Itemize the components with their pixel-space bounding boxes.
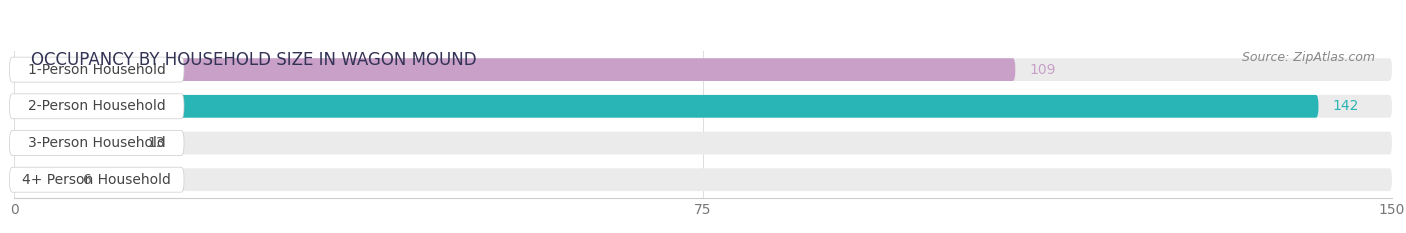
FancyBboxPatch shape: [14, 95, 1319, 118]
FancyBboxPatch shape: [10, 57, 184, 82]
FancyBboxPatch shape: [14, 58, 1392, 81]
Text: 109: 109: [1029, 63, 1056, 77]
Text: 4+ Person Household: 4+ Person Household: [22, 173, 172, 187]
FancyBboxPatch shape: [14, 132, 134, 154]
FancyBboxPatch shape: [14, 58, 1015, 81]
Text: 6: 6: [83, 173, 91, 187]
Text: 13: 13: [148, 136, 165, 150]
Text: Source: ZipAtlas.com: Source: ZipAtlas.com: [1243, 51, 1375, 64]
Text: 3-Person Household: 3-Person Household: [28, 136, 166, 150]
Text: OCCUPANCY BY HOUSEHOLD SIZE IN WAGON MOUND: OCCUPANCY BY HOUSEHOLD SIZE IN WAGON MOU…: [31, 51, 477, 69]
Text: 142: 142: [1333, 99, 1358, 113]
FancyBboxPatch shape: [10, 94, 184, 119]
FancyBboxPatch shape: [14, 132, 1392, 154]
Text: 2-Person Household: 2-Person Household: [28, 99, 166, 113]
FancyBboxPatch shape: [10, 130, 184, 155]
Text: 1-Person Household: 1-Person Household: [28, 63, 166, 77]
FancyBboxPatch shape: [14, 95, 1392, 118]
FancyBboxPatch shape: [14, 168, 69, 191]
FancyBboxPatch shape: [10, 167, 184, 192]
FancyBboxPatch shape: [14, 168, 1392, 191]
